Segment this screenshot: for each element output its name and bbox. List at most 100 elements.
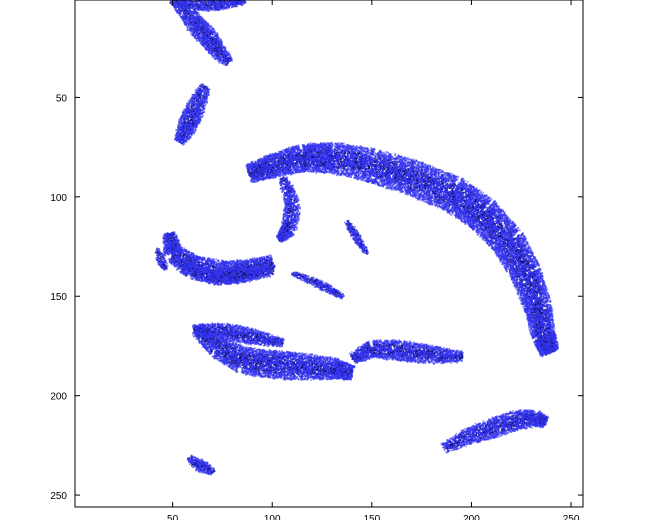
data-point bbox=[187, 1, 189, 3]
data-point bbox=[228, 54, 230, 57]
data-point bbox=[199, 39, 202, 42]
data-point bbox=[194, 27, 197, 30]
data-point bbox=[204, 1, 207, 3]
data-point bbox=[193, 12, 196, 15]
data-point bbox=[228, 56, 230, 58]
data-point bbox=[218, 37, 220, 40]
data-point bbox=[186, 29, 189, 32]
data-point bbox=[190, 2, 193, 4]
data-point bbox=[186, 28, 189, 31]
data-point bbox=[187, 134, 189, 136]
data-point bbox=[248, 168, 251, 171]
data-point bbox=[256, 178, 258, 180]
data-point bbox=[189, 22, 191, 24]
data-point bbox=[194, 17, 197, 20]
data-point bbox=[200, 38, 203, 40]
data-point bbox=[197, 16, 200, 19]
data-point bbox=[196, 12, 199, 14]
data-point bbox=[186, 22, 188, 24]
data-point bbox=[189, 23, 191, 25]
data-point bbox=[194, 89, 197, 92]
data-point bbox=[176, 0, 178, 3]
data-point bbox=[179, 14, 182, 17]
data-point bbox=[220, 53, 222, 56]
data-point bbox=[176, 11, 179, 14]
data-point bbox=[219, 56, 222, 58]
data-point bbox=[216, 48, 219, 50]
data-point bbox=[207, 8, 209, 10]
data-point bbox=[227, 58, 230, 61]
data-point bbox=[201, 0, 204, 3]
data-point bbox=[214, 54, 216, 57]
data-point bbox=[212, 28, 214, 31]
data-point bbox=[197, 24, 199, 26]
data-point bbox=[269, 153, 271, 155]
data-point bbox=[182, 9, 184, 11]
data-point bbox=[226, 52, 229, 55]
data-point bbox=[179, 0, 181, 2]
data-point bbox=[199, 29, 201, 32]
data-point bbox=[190, 134, 192, 136]
data-point bbox=[226, 4, 228, 7]
data-point bbox=[198, 36, 201, 38]
data-point bbox=[178, 5, 180, 7]
data-point bbox=[202, 42, 205, 44]
data-point bbox=[197, 38, 200, 40]
data-point bbox=[228, 6, 231, 9]
data-point bbox=[178, 124, 180, 127]
data-point bbox=[208, 1, 210, 4]
data-point bbox=[190, 7, 192, 9]
data-point bbox=[203, 108, 205, 111]
data-point bbox=[189, 24, 192, 26]
data-point bbox=[199, 1, 202, 3]
data-point bbox=[207, 3, 210, 6]
data-point bbox=[192, 20, 195, 22]
data-point bbox=[190, 3, 193, 5]
data-point bbox=[205, 46, 208, 49]
data-point bbox=[257, 162, 260, 165]
data-point bbox=[220, 59, 223, 61]
data-point bbox=[198, 36, 201, 39]
data-point bbox=[199, 16, 201, 19]
data-point bbox=[200, 23, 203, 25]
data-point bbox=[205, 35, 208, 37]
data-point bbox=[215, 42, 218, 45]
data-point bbox=[224, 47, 226, 50]
data-point bbox=[254, 167, 257, 170]
data-point bbox=[185, 16, 187, 19]
data-point bbox=[193, 19, 195, 21]
data-point bbox=[218, 62, 220, 64]
data-point bbox=[195, 1, 197, 4]
data-point bbox=[214, 58, 217, 60]
data-point bbox=[223, 49, 226, 52]
data-point bbox=[205, 38, 208, 41]
data-point bbox=[180, 9, 183, 11]
data-point bbox=[198, 0, 200, 2]
data-point bbox=[192, 31, 195, 34]
data-point bbox=[197, 6, 200, 8]
data-point bbox=[207, 7, 209, 9]
data-point bbox=[184, 13, 187, 16]
data-point bbox=[189, 18, 191, 21]
data-point bbox=[207, 30, 209, 33]
data-point bbox=[273, 167, 276, 170]
data-point bbox=[189, 4, 191, 6]
data-point bbox=[201, 26, 204, 28]
data-point bbox=[221, 62, 223, 65]
data-point bbox=[201, 29, 203, 31]
data-point bbox=[214, 37, 217, 40]
data-point bbox=[219, 37, 221, 40]
data-point bbox=[180, 10, 183, 12]
data-point bbox=[214, 48, 217, 50]
data-point bbox=[192, 13, 194, 16]
data-point bbox=[195, 12, 197, 14]
data-point bbox=[206, 43, 209, 45]
data-point bbox=[187, 6, 190, 9]
data-point bbox=[181, 1, 183, 3]
data-point bbox=[196, 0, 198, 2]
data-point bbox=[184, 11, 187, 14]
data-point bbox=[210, 40, 213, 42]
data-point bbox=[209, 8, 211, 11]
data-point bbox=[222, 62, 224, 64]
data-point bbox=[194, 26, 196, 28]
